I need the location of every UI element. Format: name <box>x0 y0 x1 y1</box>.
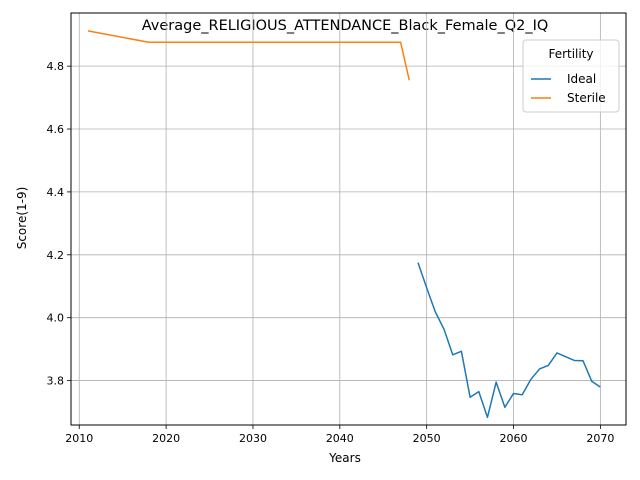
x-tick-label: 2020 <box>152 432 180 445</box>
y-tick-label: 4.6 <box>47 123 65 136</box>
y-tick-label: 4.0 <box>47 312 65 325</box>
x-tick-label: 2030 <box>239 432 267 445</box>
legend-box <box>522 39 620 113</box>
chart-title: Average_RELIGIOUS_ATTENDANCE_Black_Femal… <box>142 18 549 34</box>
y-tick-label: 3.8 <box>47 375 65 388</box>
legend: Fertility Ideal Sterile <box>522 39 620 113</box>
x-tick-label: 2060 <box>500 432 528 445</box>
legend-title: Fertility <box>548 47 593 61</box>
x-tick-label: 2040 <box>326 432 354 445</box>
series-lines <box>87 30 601 419</box>
x-tick-label: 2010 <box>65 432 93 445</box>
series-line-sterile <box>87 30 411 81</box>
plot-frame <box>70 12 627 426</box>
series-line-ideal <box>417 262 601 419</box>
x-axis-label: Years <box>328 451 361 465</box>
y-tick-label: 4.8 <box>47 60 65 73</box>
x-tick-label: 2050 <box>413 432 441 445</box>
grid-lines <box>71 13 626 425</box>
legend-label-ideal: Ideal <box>567 72 596 86</box>
y-tick-label: 4.4 <box>47 186 65 199</box>
y-tick-label: 4.2 <box>47 249 65 262</box>
legend-label-sterile: Sterile <box>567 91 606 105</box>
y-axis-label: Score(1-9) <box>15 187 29 250</box>
x-tick-label: 2070 <box>586 432 614 445</box>
y-axis-ticks: 3.8 4.0 4.2 4.4 4.6 4.8 <box>47 60 71 388</box>
x-axis-ticks: 2010 2020 2030 2040 2050 2060 2070 <box>65 425 614 445</box>
